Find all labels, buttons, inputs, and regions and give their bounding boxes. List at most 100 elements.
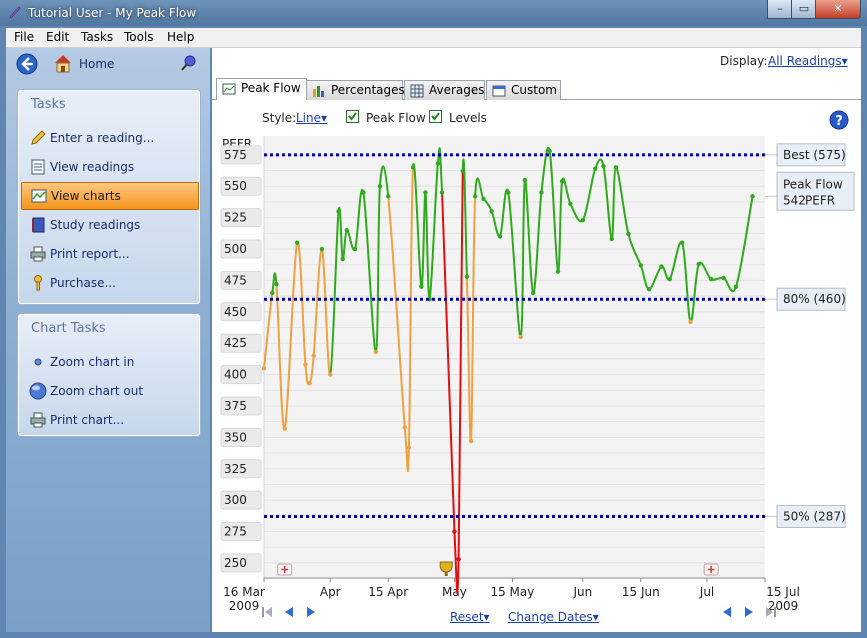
data-point[interactable] (497, 234, 503, 239)
data-point[interactable] (410, 165, 416, 170)
data-point[interactable] (559, 179, 565, 184)
data-point[interactable] (319, 246, 325, 252)
data-point[interactable] (721, 275, 726, 281)
data-point[interactable] (750, 194, 755, 199)
close-button[interactable]: ✕ (815, 0, 861, 19)
tab-percentages[interactable]: Percentages (306, 80, 405, 100)
menu-tasks[interactable]: Tasks (81, 30, 114, 44)
data-point[interactable] (555, 269, 561, 274)
peak-flow-chart[interactable]: PEFR 575 550 525 500 475 450 425 400 375 350 325 300… (212, 136, 861, 632)
tab-averages[interactable]: Averages (404, 80, 485, 100)
data-point[interactable] (522, 177, 528, 183)
levels-checkbox[interactable] (429, 110, 442, 123)
task-purchase[interactable]: Purchase... (21, 270, 197, 296)
data-point[interactable] (518, 334, 523, 340)
help-icon[interactable]: ? (829, 110, 849, 130)
prev-arrow-icon[interactable] (282, 605, 296, 619)
data-point[interactable] (439, 190, 445, 195)
tab-custom[interactable]: Custom (486, 80, 561, 100)
data-point[interactable] (601, 163, 606, 169)
data-point[interactable] (402, 425, 407, 430)
data-point[interactable] (472, 194, 478, 199)
data-point[interactable] (468, 438, 474, 444)
data-point[interactable] (311, 353, 316, 358)
data-point[interactable] (688, 319, 693, 325)
data-point[interactable] (261, 366, 267, 371)
chart-task-zoom-out[interactable]: Zoom chart out (21, 378, 197, 404)
data-point[interactable] (419, 284, 424, 289)
last-page-icon[interactable] (764, 605, 778, 619)
display-select[interactable]: All Readings▾ (768, 54, 848, 68)
data-point[interactable] (679, 240, 685, 245)
data-point[interactable] (568, 201, 573, 207)
data-point[interactable] (328, 372, 333, 377)
data-point[interactable] (609, 236, 615, 242)
data-point[interactable] (659, 264, 664, 269)
data-point[interactable] (423, 190, 428, 195)
data-point[interactable] (580, 217, 586, 223)
data-point[interactable] (406, 445, 412, 450)
menu-file[interactable]: File (14, 30, 35, 44)
data-point[interactable] (294, 240, 300, 245)
data-point[interactable] (593, 166, 598, 171)
data-point[interactable] (539, 190, 544, 195)
data-point[interactable] (361, 190, 366, 195)
data-point[interactable] (460, 168, 465, 174)
data-point[interactable] (352, 246, 358, 252)
pin-icon[interactable] (180, 54, 198, 72)
data-point[interactable] (336, 209, 341, 214)
menu-help[interactable]: Help (167, 30, 195, 44)
data-point[interactable] (667, 276, 672, 282)
prev-arrow-icon[interactable] (720, 605, 734, 619)
data-point[interactable] (646, 286, 652, 292)
data-point[interactable] (386, 194, 391, 199)
data-point[interactable] (696, 261, 701, 267)
first-page-icon[interactable] (260, 605, 274, 619)
data-point[interactable] (340, 256, 345, 262)
data-point[interactable] (344, 227, 350, 233)
next-arrow-icon[interactable] (304, 605, 318, 619)
peakflow-checkbox[interactable] (346, 110, 359, 123)
task-view-readings[interactable]: View readings (21, 154, 197, 180)
data-point[interactable] (456, 556, 461, 562)
task-enter-reading[interactable]: Enter a reading... (21, 125, 197, 151)
tab-peak-flow[interactable]: Peak Flow (216, 78, 307, 101)
data-point[interactable] (464, 274, 470, 279)
maximize-button[interactable]: ▭ (791, 0, 817, 19)
task-view-charts[interactable]: View charts (21, 182, 199, 210)
data-point[interactable] (530, 290, 536, 296)
home-icon[interactable] (52, 52, 74, 74)
data-point[interactable] (373, 349, 378, 355)
menu-tools[interactable]: Tools (124, 30, 154, 44)
data-point[interactable] (638, 263, 643, 268)
chart-task-zoom-in[interactable]: Zoom chart in (21, 349, 197, 375)
data-point[interactable] (626, 231, 631, 237)
trophy-icon[interactable] (439, 561, 453, 573)
data-point[interactable] (377, 184, 383, 189)
data-point[interactable] (547, 148, 552, 154)
chart-task-print-chart[interactable]: Print chart... (21, 407, 197, 433)
data-point[interactable] (270, 290, 275, 296)
task-study-readings[interactable]: Study readings (21, 212, 197, 238)
data-point[interactable] (274, 281, 279, 287)
task-print-report[interactable]: Print report... (21, 241, 197, 267)
minimize-button[interactable]: – (767, 0, 793, 19)
reset-link[interactable]: Reset▾ (450, 610, 490, 624)
menu-edit[interactable]: Edit (46, 30, 70, 44)
change-dates-link[interactable]: Change Dates▾ (508, 610, 599, 624)
style-select[interactable]: Line▾ (296, 111, 327, 125)
data-point[interactable] (452, 529, 457, 534)
data-point[interactable] (708, 276, 714, 282)
data-point[interactable] (506, 190, 511, 195)
data-point[interactable] (282, 426, 287, 431)
home-link[interactable]: Home (79, 57, 115, 71)
data-point[interactable] (481, 196, 486, 201)
data-point[interactable] (435, 161, 441, 166)
data-point[interactable] (303, 362, 308, 367)
back-arrow-icon[interactable] (16, 53, 38, 75)
data-point[interactable] (307, 381, 312, 386)
data-point[interactable] (489, 209, 494, 214)
data-point[interactable] (613, 165, 619, 170)
next-arrow-icon[interactable] (742, 605, 756, 619)
data-point[interactable] (733, 284, 739, 289)
